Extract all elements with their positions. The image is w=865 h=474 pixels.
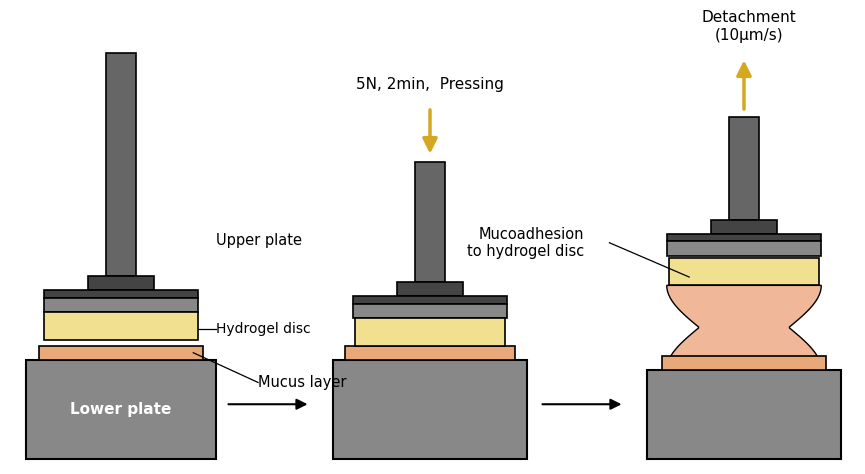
Bar <box>415 162 445 283</box>
Bar <box>670 257 819 285</box>
Bar <box>44 298 198 312</box>
Bar <box>106 53 136 276</box>
Bar <box>26 360 215 459</box>
Bar <box>88 276 154 290</box>
Text: Upper plate: Upper plate <box>215 233 302 248</box>
Bar <box>667 234 821 241</box>
Bar <box>44 312 198 340</box>
Text: Mucoadhesion
to hydrogel disc: Mucoadhesion to hydrogel disc <box>467 227 585 259</box>
Bar <box>397 283 463 296</box>
Text: Hydrogel disc: Hydrogel disc <box>216 322 311 336</box>
Bar <box>44 290 198 298</box>
Bar <box>345 346 515 360</box>
Bar <box>729 117 759 220</box>
Bar <box>333 360 527 459</box>
Bar <box>647 370 841 459</box>
Text: 5N, 2min,  Pressing: 5N, 2min, Pressing <box>356 77 504 92</box>
Bar <box>662 356 826 370</box>
Bar <box>39 346 203 360</box>
Bar <box>353 296 507 304</box>
Bar <box>711 220 777 234</box>
Bar <box>667 241 821 255</box>
Polygon shape <box>667 285 821 370</box>
Bar <box>353 304 507 318</box>
Text: Detachment
(10μm/s): Detachment (10μm/s) <box>702 10 797 43</box>
Bar <box>356 318 505 346</box>
Text: Mucus layer: Mucus layer <box>258 375 347 390</box>
Text: Lower plate: Lower plate <box>70 401 171 417</box>
